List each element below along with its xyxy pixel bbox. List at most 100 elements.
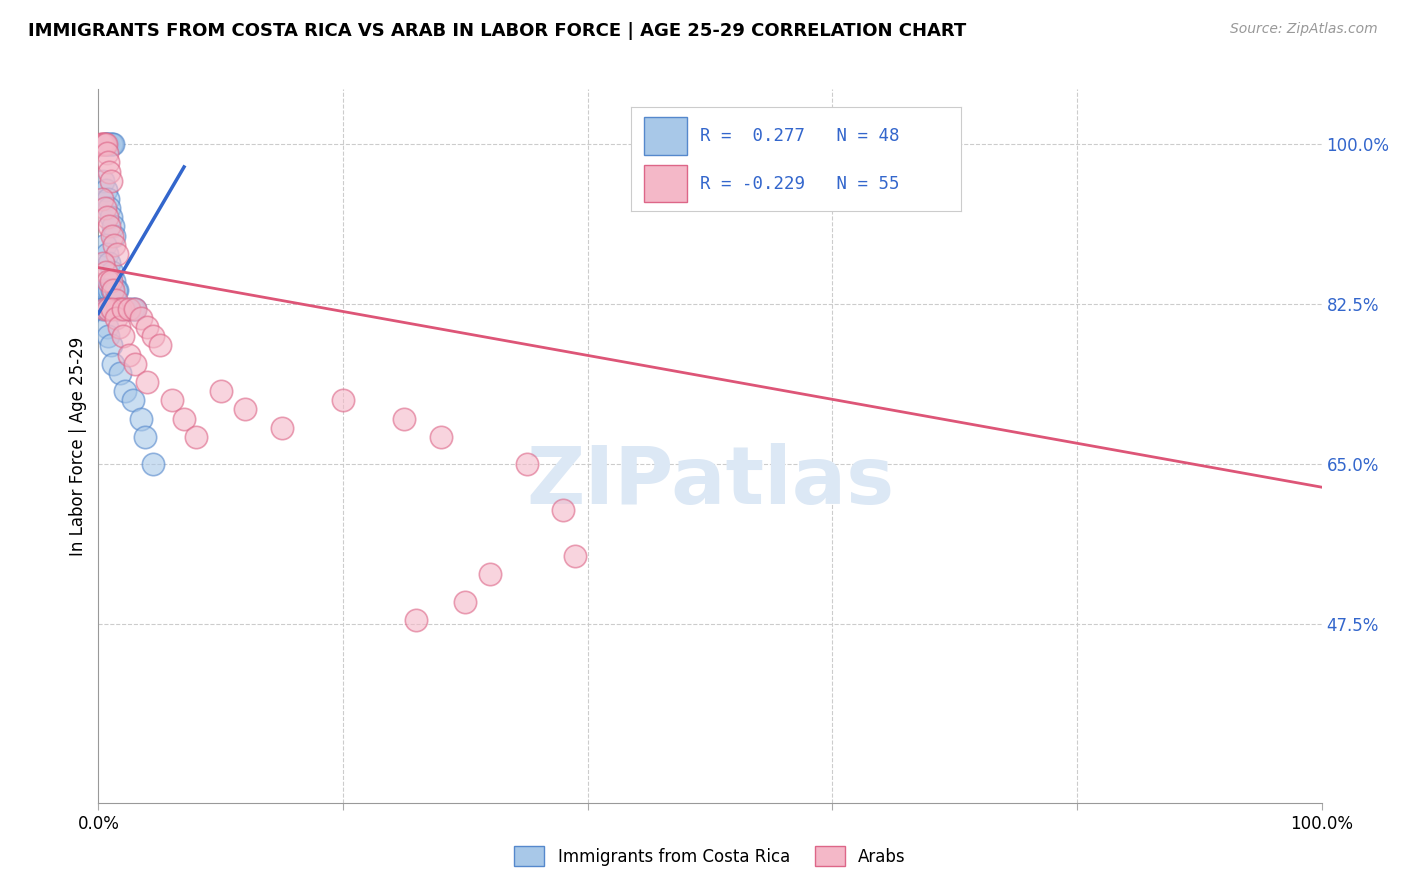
Point <box>101 137 124 152</box>
Point <box>101 137 124 152</box>
Point <box>233 402 256 417</box>
Y-axis label: In Labor Force | Age 25-29: In Labor Force | Age 25-29 <box>69 336 87 556</box>
Point <box>105 284 128 298</box>
Point <box>98 219 121 234</box>
Point <box>515 458 537 472</box>
Point <box>96 247 118 261</box>
Point <box>93 284 115 298</box>
Point <box>93 137 115 152</box>
Point <box>94 137 117 152</box>
Point <box>478 567 501 582</box>
Bar <box>644 118 686 154</box>
Point <box>110 301 132 316</box>
Point <box>100 174 122 188</box>
Point <box>98 284 121 298</box>
Point <box>97 301 120 316</box>
Point <box>101 301 124 316</box>
Point <box>101 284 124 298</box>
Point <box>96 211 118 225</box>
Point <box>100 274 122 288</box>
Point <box>110 301 132 316</box>
Point <box>553 503 575 517</box>
Point <box>91 192 114 206</box>
Point <box>97 137 120 152</box>
Point <box>98 256 121 270</box>
Legend: Immigrants from Costa Rica, Arabs: Immigrants from Costa Rica, Arabs <box>508 839 912 873</box>
Point <box>111 301 134 316</box>
Point <box>90 137 112 152</box>
Point <box>124 357 146 371</box>
Point <box>101 228 124 243</box>
Point <box>118 301 141 316</box>
Point <box>91 137 114 152</box>
Point <box>124 301 146 316</box>
Point <box>105 301 128 316</box>
Point <box>107 301 129 316</box>
Point <box>134 430 156 444</box>
Point <box>270 420 294 434</box>
Point <box>100 338 122 352</box>
Point <box>114 384 136 398</box>
Point <box>149 338 172 352</box>
Point <box>129 411 152 425</box>
Text: R = -0.229   N = 55: R = -0.229 N = 55 <box>700 175 900 193</box>
Point <box>91 137 114 152</box>
Point <box>91 301 114 316</box>
Point <box>91 256 114 270</box>
Point <box>142 458 165 472</box>
Point <box>110 366 132 380</box>
Point <box>430 430 453 444</box>
Point <box>103 237 125 252</box>
Point <box>108 320 131 334</box>
Point <box>332 393 354 408</box>
Point <box>101 265 124 279</box>
Point <box>101 357 124 371</box>
Point <box>564 549 586 563</box>
Text: ZIPatlas: ZIPatlas <box>526 442 894 521</box>
Point <box>104 310 127 325</box>
Point <box>105 247 128 261</box>
Point <box>100 301 122 316</box>
Point <box>104 284 127 298</box>
Point <box>124 301 146 316</box>
Point <box>93 237 115 252</box>
Point <box>392 411 416 425</box>
Point <box>93 201 115 215</box>
Point <box>96 137 118 152</box>
Point <box>93 137 115 152</box>
Point <box>186 430 208 444</box>
Point <box>454 594 477 608</box>
Point <box>97 301 120 316</box>
Point <box>100 211 122 225</box>
Point <box>121 393 143 408</box>
Point <box>91 174 114 188</box>
Point <box>101 284 124 298</box>
Point <box>97 329 120 343</box>
Point <box>97 155 120 169</box>
Point <box>98 201 121 215</box>
Point <box>97 192 120 206</box>
Point <box>94 137 117 152</box>
Point <box>91 284 114 298</box>
Bar <box>644 165 686 202</box>
Point <box>114 301 136 316</box>
Point <box>209 384 232 398</box>
Point <box>405 613 427 627</box>
Point <box>103 274 125 288</box>
Point <box>93 301 115 316</box>
Point <box>118 301 141 316</box>
Point <box>103 228 125 243</box>
Point <box>94 183 117 197</box>
Point <box>173 411 195 425</box>
Point <box>96 146 118 161</box>
Point <box>96 320 118 334</box>
Point <box>101 219 124 234</box>
Point <box>94 265 117 279</box>
Point <box>96 284 118 298</box>
Point <box>97 274 120 288</box>
Point <box>136 375 159 389</box>
Point <box>129 310 152 325</box>
Point <box>111 301 134 316</box>
Text: Source: ZipAtlas.com: Source: ZipAtlas.com <box>1230 22 1378 37</box>
Text: IMMIGRANTS FROM COSTA RICA VS ARAB IN LABOR FORCE | AGE 25-29 CORRELATION CHART: IMMIGRANTS FROM COSTA RICA VS ARAB IN LA… <box>28 22 966 40</box>
